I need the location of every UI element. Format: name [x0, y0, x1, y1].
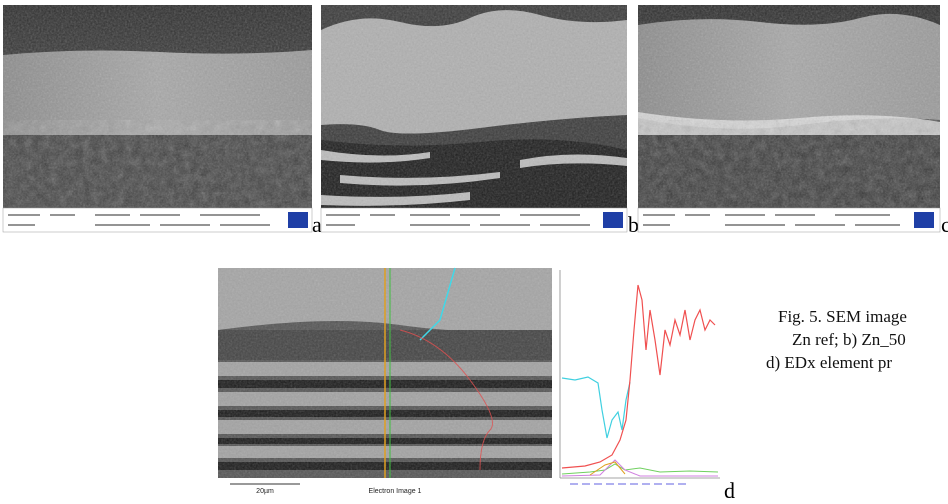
sem-image-d: [218, 268, 552, 494]
panel-label: c: [941, 212, 948, 237]
scale-bar-label: 20µm: [256, 488, 274, 495]
caption-line: d) EDx element pr: [766, 353, 892, 372]
image-title: Electron Image 1: [369, 488, 422, 495]
caption-line: Zn ref; b) Zn_50: [792, 330, 906, 349]
figure: a b c: [0, 0, 948, 504]
sem-image-c: [638, 5, 940, 232]
sem-image-b: [321, 5, 627, 232]
sem-image-a: [3, 5, 312, 232]
panel-label: a: [312, 212, 322, 237]
page: a b c: [0, 0, 948, 504]
edx-line-profile: [560, 270, 720, 484]
caption-line: Fig. 5. SEM image: [778, 307, 907, 326]
panel-label: d: [724, 478, 735, 503]
panel-label: b: [628, 212, 639, 237]
